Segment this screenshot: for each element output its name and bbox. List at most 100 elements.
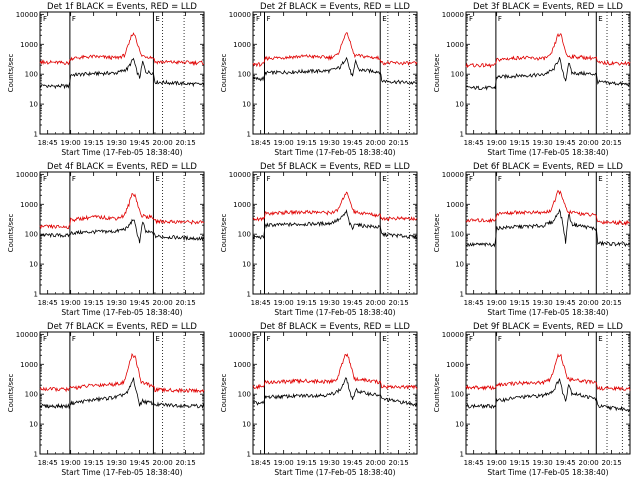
- x-tick-label: 20:00: [579, 459, 599, 467]
- y-axis-label: Counts/sec: [433, 54, 441, 93]
- chart-title: Det 7f BLACK = Events, RED = LLD: [47, 322, 197, 332]
- x-tick-label: 19:00: [274, 459, 294, 467]
- series-line-events: [465, 208, 631, 248]
- y-tick-label: 1: [460, 291, 464, 299]
- series-line-lld: [252, 32, 418, 68]
- series-line-events: [39, 377, 205, 410]
- marker-annotation: F: [266, 335, 270, 343]
- panel-det-8: Det 8f BLACK = Events, RED = LLD 1 10 100 10…: [220, 322, 418, 477]
- x-tick-label: 19:15: [510, 299, 530, 307]
- x-tick-label: 20:15: [176, 139, 196, 147]
- y-tick-label: 10: [29, 101, 38, 109]
- series-line-events: [252, 208, 418, 240]
- x-axis-label: Start Time (17-Feb-05 18:38:40): [61, 468, 182, 477]
- y-axis-label: Counts/sec: [220, 54, 228, 93]
- y-tick-label: 1: [460, 131, 464, 139]
- x-axis-label: Start Time (17-Feb-05 18:38:40): [274, 148, 395, 157]
- x-tick-label: 19:00: [487, 459, 507, 467]
- x-tick-label: 19:30: [533, 459, 553, 467]
- marker-annotation: E: [382, 335, 386, 343]
- x-tick-label: 19:00: [274, 299, 294, 307]
- y-tick-label: 10: [29, 261, 38, 269]
- y-tick-label: 1000: [20, 361, 38, 369]
- x-tick-label: 19:30: [107, 139, 127, 147]
- y-axis-label: Counts/sec: [7, 214, 15, 253]
- x-tick-label: 18:45: [38, 299, 58, 307]
- x-axis-label: Start Time (17-Feb-05 18:38:40): [61, 148, 182, 157]
- x-tick-label: 20:15: [176, 459, 196, 467]
- x-tick-label: 20:15: [389, 139, 409, 147]
- x-axis-label: Start Time (17-Feb-05 18:38:40): [487, 148, 608, 157]
- x-tick-label: 19:45: [556, 459, 576, 467]
- x-axis-label: Start Time (17-Feb-05 18:38:40): [274, 468, 395, 477]
- marker-annotation: E: [155, 15, 159, 23]
- y-tick-label: 100: [25, 391, 38, 399]
- chart-title: Det 2f BLACK = Events, RED = LLD: [260, 2, 410, 12]
- x-tick-label: 20:15: [602, 459, 622, 467]
- plot-frame: [465, 171, 631, 295]
- marker-annotation: F: [498, 15, 502, 23]
- series-line-events: [252, 377, 418, 407]
- x-tick-label: 19:15: [84, 139, 104, 147]
- x-tick-label: 19:45: [343, 139, 363, 147]
- y-tick-label: 1: [247, 451, 251, 459]
- x-tick-label: 19:15: [84, 299, 104, 307]
- x-tick-label: 19:30: [533, 139, 553, 147]
- y-tick-label: 10: [242, 261, 251, 269]
- y-tick-label: 1: [247, 291, 251, 299]
- x-axis-label: Start Time (17-Feb-05 18:38:40): [487, 308, 608, 317]
- plot-frame: [39, 171, 205, 295]
- y-tick-label: 1: [460, 451, 464, 459]
- chart-title: Det 9f BLACK = Events, RED = LLD: [473, 322, 623, 332]
- y-tick-label: 10000: [16, 11, 38, 19]
- y-tick-label: 10000: [16, 331, 38, 339]
- marker-annotation: F: [72, 335, 76, 343]
- y-tick-label: 10: [455, 261, 464, 269]
- series-line-lld: [39, 193, 205, 230]
- x-tick-label: 20:15: [389, 459, 409, 467]
- x-tick-label: 20:15: [176, 299, 196, 307]
- x-tick-label: 18:45: [464, 139, 484, 147]
- x-tick-label: 19:00: [487, 139, 507, 147]
- marker-annotation: F: [256, 15, 260, 23]
- x-tick-label: 18:45: [38, 459, 58, 467]
- y-tick-label: 10: [29, 421, 38, 429]
- x-tick-label: 19:15: [510, 139, 530, 147]
- y-tick-label: 100: [25, 71, 38, 79]
- x-tick-label: 20:00: [366, 299, 386, 307]
- y-tick-label: 100: [25, 231, 38, 239]
- chart-title: Det 6f BLACK = Events, RED = LLD: [473, 162, 623, 172]
- chart-title: Det 4f BLACK = Events, RED = LLD: [47, 162, 197, 172]
- x-axis-label: Start Time (17-Feb-05 18:38:40): [274, 308, 395, 317]
- x-tick-label: 19:45: [130, 139, 150, 147]
- panel-det-3: Det 3f BLACK = Events, RED = LLD 1 10 100 10…: [433, 2, 631, 157]
- panel-det-6: Det 6f BLACK = Events, RED = LLD 1 10 100 10…: [433, 162, 631, 317]
- marker-annotation: F: [72, 15, 76, 23]
- y-tick-label: 1000: [233, 361, 251, 369]
- y-tick-label: 100: [238, 71, 251, 79]
- y-tick-label: 1000: [446, 201, 464, 209]
- x-tick-label: 19:15: [297, 459, 317, 467]
- marker-annotation: F: [266, 15, 270, 23]
- marker-annotation: F: [43, 175, 47, 183]
- marker-annotation: E: [382, 15, 386, 23]
- x-axis-label: Start Time (17-Feb-05 18:38:40): [487, 468, 608, 477]
- y-axis-label: Counts/sec: [7, 374, 15, 413]
- marker-annotation: F: [469, 175, 473, 183]
- y-tick-label: 100: [451, 231, 464, 239]
- plot-frame: [39, 11, 205, 135]
- marker-annotation: F: [43, 15, 47, 23]
- x-tick-label: 19:00: [61, 299, 81, 307]
- x-tick-label: 20:00: [153, 139, 173, 147]
- series-line-lld: [39, 352, 205, 394]
- x-tick-label: 20:15: [389, 299, 409, 307]
- plot-frame: [465, 331, 631, 455]
- plot-frame: [39, 331, 205, 455]
- x-tick-label: 19:15: [297, 139, 317, 147]
- series-line-lld: [252, 353, 418, 390]
- x-tick-label: 20:00: [579, 139, 599, 147]
- y-axis-label: Counts/sec: [433, 374, 441, 413]
- y-tick-label: 1000: [20, 201, 38, 209]
- y-tick-label: 1: [34, 451, 38, 459]
